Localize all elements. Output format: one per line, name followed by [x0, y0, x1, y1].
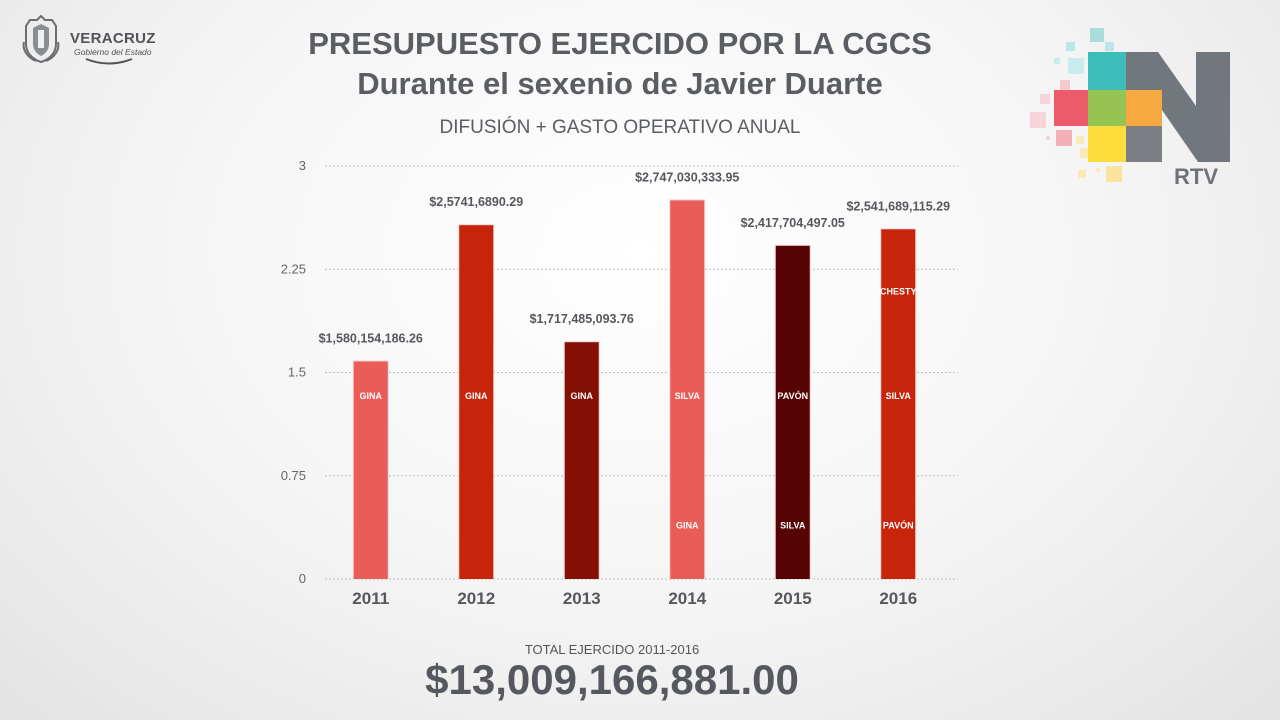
swoosh-icon — [85, 58, 133, 65]
x-tick-label: 2013 — [563, 589, 601, 608]
y-tick-label: 1.5 — [288, 365, 306, 380]
value-labels: $1,580,154,186.26 GINA $2,5741,6890.29 GINA… — [319, 170, 950, 530]
y-tick-label: 2.25 — [281, 261, 306, 276]
bar-2015 — [775, 245, 810, 579]
y-axis-ticks: 0 0.75 1.5 2.25 3 — [281, 158, 306, 586]
value-label: $2,5741,6890.29 — [429, 195, 523, 209]
segment-label: PAVÓN — [883, 519, 914, 530]
segment-label: SILVA — [886, 391, 912, 401]
rtv-n-logo: RTV — [1030, 28, 1230, 186]
bar-2013 — [564, 342, 599, 579]
veracruz-logo: VERACRUZ Gobierno del Estado — [18, 14, 188, 66]
pixel-squares-icon — [1030, 28, 1122, 182]
x-axis-ticks: 2011 2012 2013 2014 2015 2016 — [352, 589, 917, 608]
segment-label: SILVA — [675, 391, 701, 401]
total-value: $13,009,166,881.00 — [425, 656, 799, 703]
bar-2012 — [459, 225, 494, 580]
page-title: PRESUPUESTO EJERCIDO POR LA CGCS — [308, 26, 932, 61]
coat-of-arms-icon — [22, 14, 60, 64]
segment-label: GINA — [465, 391, 488, 401]
value-label: $2,417,704,497.05 — [741, 216, 845, 230]
brand-name: VERACRUZ — [70, 30, 156, 47]
y-tick-label: 0.75 — [281, 468, 306, 483]
total-label: TOTAL EJERCIDO 2011-2016 — [524, 642, 700, 657]
bars — [352, 199, 917, 580]
y-tick-label: 3 — [299, 158, 306, 173]
y-tick-label: 0 — [299, 571, 306, 586]
segment-label: CHESTY — [880, 286, 917, 296]
value-label: $2,541,689,115.29 — [846, 199, 950, 213]
segment-label: PAVÓN — [777, 390, 808, 401]
segment-label: GINA — [571, 391, 594, 401]
bar-2014 — [670, 200, 705, 579]
x-tick-label: 2011 — [352, 589, 389, 608]
segment-label: SILVA — [780, 520, 806, 530]
segment-label: GINA — [676, 520, 699, 530]
value-label: $1,580,154,186.26 — [319, 331, 423, 345]
x-tick-label: 2016 — [879, 589, 917, 608]
rtv-text: RTV — [1174, 164, 1218, 186]
bar-2016 — [881, 229, 916, 579]
gridlines — [325, 165, 958, 580]
page-subtitle: Durante el sexenio de Javier Duarte — [357, 66, 883, 101]
bar-2011 — [353, 361, 388, 579]
value-label: $2,747,030,333.95 — [635, 170, 739, 184]
brand-subtitle: Gobierno del Estado — [74, 47, 152, 57]
x-tick-label: 2012 — [457, 589, 495, 608]
x-tick-label: 2014 — [668, 589, 706, 608]
value-label: $1,717,485,093.76 — [530, 312, 634, 326]
chart-subtitle: DIFUSIÓN + GASTO OPERATIVO ANUAL — [439, 117, 801, 138]
x-tick-label: 2015 — [774, 589, 812, 608]
segment-label: GINA — [360, 391, 383, 401]
